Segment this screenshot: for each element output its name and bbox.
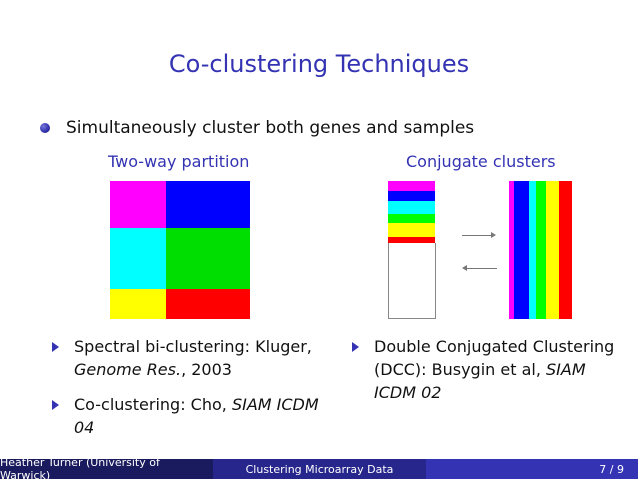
partition-block-magenta [110, 181, 166, 228]
reference-journal: SIAM ICDM 02 [374, 360, 586, 402]
footer-author: Heather Turner (University of Warwick) [0, 456, 213, 482]
reference-year: , 2003 [181, 360, 232, 379]
list-item: Co-clustering: Cho, SIAM ICDM 04 [52, 393, 322, 439]
column-cluster-green [536, 181, 546, 319]
reference-text: Double Conjugated Clustering (DCC): Busy… [374, 337, 615, 379]
row-cluster-blue [388, 191, 435, 201]
row-cluster-red [388, 237, 435, 243]
conjugate-clusters-heading: Conjugate clusters [406, 152, 556, 171]
slide-title: Co-clustering Techniques [168, 50, 470, 78]
triangle-bullet-icon [352, 342, 359, 352]
column-cluster-cyan [529, 181, 536, 319]
right-reference-list: Double Conjugated Clustering (DCC): Busy… [352, 335, 622, 416]
reference-text: Co-clustering: Cho, [74, 395, 232, 414]
partition-block-yellow [110, 289, 166, 319]
two-way-partition-heading: Two-way partition [108, 152, 250, 171]
partition-block-blue [166, 181, 250, 228]
reference-journal: Genome Res. [74, 360, 182, 379]
list-item: Spectral bi-clustering: Kluger, Genome R… [52, 335, 322, 381]
column-cluster-yellow [546, 181, 559, 319]
main-bullet-text: Simultaneously cluster both genes and sa… [66, 118, 475, 138]
reference-journal: SIAM ICDM 04 [74, 395, 319, 437]
column-cluster-magenta [509, 181, 514, 319]
footer-page-number: 7 / 9 [426, 459, 638, 479]
row-cluster-empty [388, 243, 436, 319]
partition-block-green [166, 228, 250, 289]
row-cluster-magenta [388, 181, 435, 191]
footer-bar: Heather Turner (University of Warwick) C… [0, 456, 638, 482]
partition-block-cyan [110, 228, 166, 289]
column-cluster-red [559, 181, 572, 319]
footer-subject: Clustering Microarray Data [213, 459, 426, 479]
triangle-bullet-icon [52, 400, 59, 410]
triangle-bullet-icon [52, 342, 59, 352]
reference-text: Spectral bi-clustering: Kluger, [74, 337, 312, 356]
list-item: Double Conjugated Clustering (DCC): Busy… [352, 335, 622, 404]
row-cluster-yellow [388, 223, 435, 237]
left-reference-list: Spectral bi-clustering: Kluger, Genome R… [52, 335, 322, 451]
row-cluster-green [388, 214, 435, 223]
bullet-ball-icon [40, 123, 50, 133]
main-bullet: Simultaneously cluster both genes and sa… [40, 118, 474, 138]
partition-block-red [166, 289, 250, 319]
row-cluster-cyan [388, 201, 435, 214]
column-cluster-blue [514, 181, 529, 319]
